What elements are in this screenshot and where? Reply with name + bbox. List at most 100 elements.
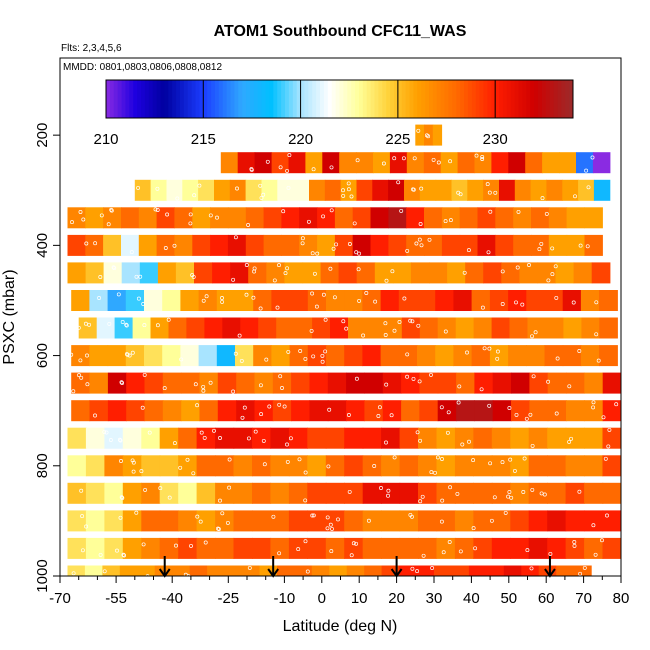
colorbar-segment (277, 80, 282, 118)
heatmap-cell (451, 565, 470, 576)
sample-marker (514, 300, 518, 305)
heatmap-cell (144, 372, 164, 394)
heatmap-cell (325, 482, 345, 504)
heatmap-cell (356, 152, 374, 174)
sample-marker (410, 319, 415, 324)
colorbar-segment (253, 80, 259, 118)
sample-marker (314, 304, 319, 309)
heatmap-cell (352, 234, 372, 256)
sample-marker (578, 571, 583, 576)
sample-marker (546, 278, 551, 283)
colorbar-segment (207, 80, 212, 118)
heatmap-cell (548, 234, 568, 256)
heatmap-cell (252, 537, 272, 559)
heatmap-cell (291, 400, 310, 422)
heatmap-cell (548, 207, 568, 229)
colorbar-segment (312, 80, 317, 118)
sample-marker (309, 328, 314, 333)
heatmap-cell (180, 345, 200, 367)
colorbar-segment (183, 80, 189, 118)
colorbar-segment (471, 80, 477, 118)
heatmap-cell (591, 262, 611, 284)
colorbar-tick-label: 230 (483, 131, 508, 148)
sample-marker (327, 407, 332, 412)
heatmap-cell (602, 400, 621, 422)
sample-marker (97, 296, 102, 300)
sample-marker (516, 209, 521, 214)
sample-marker (528, 412, 533, 417)
sample-marker (298, 349, 303, 353)
sample-marker (364, 291, 369, 295)
heatmap-cell (468, 565, 487, 576)
sample-marker (448, 218, 453, 223)
heatmap-cell (317, 207, 336, 229)
sample-marker (106, 222, 111, 227)
heatmap-cell (245, 207, 265, 229)
sample-marker (401, 156, 406, 161)
colorbar-segment (292, 80, 298, 118)
sample-marker (530, 334, 534, 339)
sample-marker (131, 469, 136, 474)
y-tick-label: 600 (34, 343, 51, 368)
heatmap-cell (356, 262, 376, 284)
heatmap-cell (418, 537, 438, 559)
sample-marker (383, 333, 388, 337)
heatmap-cell (580, 290, 600, 311)
sample-marker (312, 271, 317, 276)
heatmap-cell (529, 400, 549, 422)
sample-marker (102, 569, 107, 574)
sample-marker (399, 208, 404, 213)
sample-marker (492, 495, 497, 500)
heatmap-cell (168, 317, 188, 339)
sample-marker (577, 349, 582, 353)
heatmap-cell (138, 234, 158, 256)
heatmap-cell (263, 207, 282, 229)
sample-marker (258, 306, 263, 311)
dates-label: MMDD: 0801,0803,0806,0808,0812 (63, 62, 222, 73)
colorbar-segment (534, 80, 539, 118)
colorbar-segment (148, 80, 154, 118)
x-tick-label: -55 (105, 590, 127, 607)
sample-marker (261, 438, 266, 443)
heatmap-cell (217, 400, 237, 422)
sample-marker (311, 354, 316, 359)
heatmap-cell (207, 565, 226, 576)
heatmap-cell (288, 482, 308, 504)
heatmap-cell (381, 482, 401, 504)
heatmap-cell (159, 537, 179, 559)
sample-marker (405, 374, 410, 379)
sample-marker (201, 298, 206, 303)
sample-marker (493, 190, 498, 195)
x-tick-label: 70 (575, 590, 592, 607)
colorbar-segment (249, 80, 255, 118)
sample-marker (489, 518, 494, 523)
heatmap-cell (67, 537, 87, 559)
sample-marker (129, 250, 134, 255)
heatmap-cell (602, 455, 621, 477)
heatmap-cell (67, 482, 87, 504)
sample-marker (163, 246, 168, 250)
heatmap-cell (198, 179, 215, 201)
heatmap-cell (141, 427, 161, 449)
sample-marker (190, 273, 195, 278)
sample-marker (125, 352, 130, 357)
colorbar-segment (269, 80, 274, 118)
colorbar-segment (386, 80, 391, 118)
sample-marker (286, 349, 291, 354)
sample-marker (351, 541, 356, 546)
heatmap-cell (578, 179, 595, 201)
colorbar-segment (316, 80, 321, 118)
sample-marker (506, 494, 511, 499)
heatmap-cell (525, 152, 543, 174)
sample-marker (79, 375, 84, 380)
colorbar-segment (382, 80, 387, 118)
sample-marker (408, 318, 413, 323)
colorbar-segment (464, 80, 469, 118)
colorbar-segment (137, 80, 142, 118)
sample-marker (416, 128, 421, 133)
sample-marker (119, 459, 123, 463)
heatmap-cell (399, 537, 419, 559)
sample-marker (189, 581, 192, 584)
sample-marker (252, 266, 257, 271)
colorbar-segment (401, 80, 407, 118)
